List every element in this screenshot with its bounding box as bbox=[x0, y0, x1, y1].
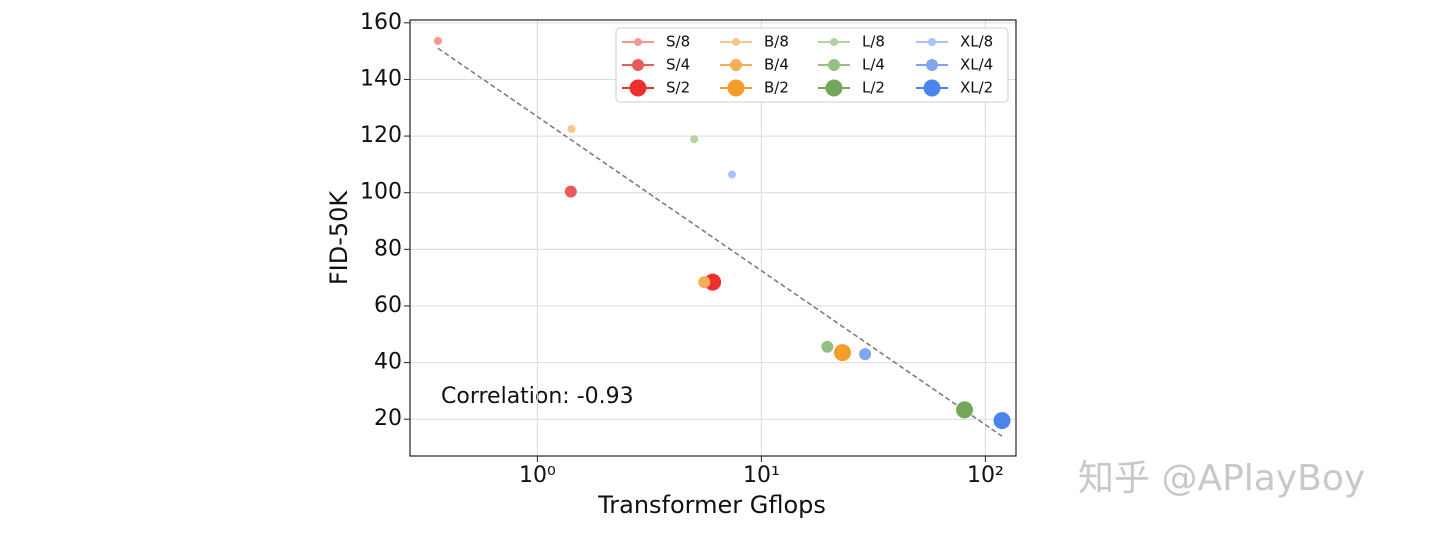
y-tick-label: 120 bbox=[360, 123, 402, 148]
y-tick-label: 60 bbox=[374, 293, 402, 318]
legend-marker bbox=[732, 38, 740, 46]
plot-frame bbox=[409, 19, 1017, 457]
legend-label: B/2 bbox=[764, 79, 789, 97]
data-point bbox=[956, 401, 974, 419]
legend-label: S/2 bbox=[666, 79, 690, 97]
data-point bbox=[433, 36, 442, 45]
legend-label: B/8 bbox=[764, 33, 789, 51]
legend-label: L/4 bbox=[862, 56, 885, 74]
watermark: 知乎 @APlayBoy bbox=[1078, 458, 1365, 499]
data-point bbox=[690, 135, 699, 144]
data-point bbox=[698, 276, 711, 289]
legend-marker bbox=[629, 79, 647, 97]
legend-marker bbox=[923, 79, 941, 97]
legend-label: B/4 bbox=[764, 56, 789, 74]
legend-marker bbox=[634, 38, 642, 46]
legend-box bbox=[615, 27, 1009, 103]
legend: S/8 S/4 S/2 B/8 B/4 B/2 L/8 L/4 L/2 XL/8 XL/4 XL/2 bbox=[615, 27, 1009, 103]
data-point bbox=[993, 412, 1011, 430]
legend-label: XL/2 bbox=[960, 79, 993, 97]
legend-label: L/8 bbox=[862, 33, 885, 51]
y-tick-label: 40 bbox=[374, 350, 402, 375]
legend-marker bbox=[926, 59, 938, 71]
legend-marker bbox=[828, 59, 840, 71]
legend-label: XL/8 bbox=[960, 33, 993, 51]
y-tick-label: 20 bbox=[374, 406, 402, 431]
data-point bbox=[833, 344, 851, 362]
legend-label: L/2 bbox=[862, 79, 885, 97]
data-point bbox=[859, 348, 872, 361]
legend-label: S/4 bbox=[666, 56, 690, 74]
legend-marker bbox=[830, 38, 838, 46]
legend-marker bbox=[825, 79, 843, 97]
x-tick-label: 10¹ bbox=[743, 463, 780, 488]
x-axis-label: Transformer Gflops bbox=[597, 491, 826, 519]
legend-marker bbox=[730, 59, 742, 71]
y-axis-label: FID-50K bbox=[325, 190, 353, 286]
x-tick-label: 10² bbox=[967, 463, 1004, 488]
x-tick-label: 10⁰ bbox=[519, 463, 556, 488]
y-tick-label: 140 bbox=[360, 66, 402, 91]
data-point bbox=[821, 340, 834, 353]
y-tick-label: 80 bbox=[374, 236, 402, 261]
y-tick-label: 160 bbox=[360, 10, 402, 35]
legend-marker bbox=[928, 38, 936, 46]
trend-line bbox=[437, 47, 1003, 437]
data-point bbox=[564, 185, 577, 198]
data-point bbox=[567, 125, 576, 133]
data-point bbox=[727, 170, 736, 179]
legend-marker bbox=[727, 79, 745, 97]
legend-label: XL/4 bbox=[960, 56, 993, 74]
legend-label: S/8 bbox=[666, 33, 690, 51]
y-tick-label: 100 bbox=[360, 180, 402, 205]
legend-marker bbox=[632, 59, 644, 71]
